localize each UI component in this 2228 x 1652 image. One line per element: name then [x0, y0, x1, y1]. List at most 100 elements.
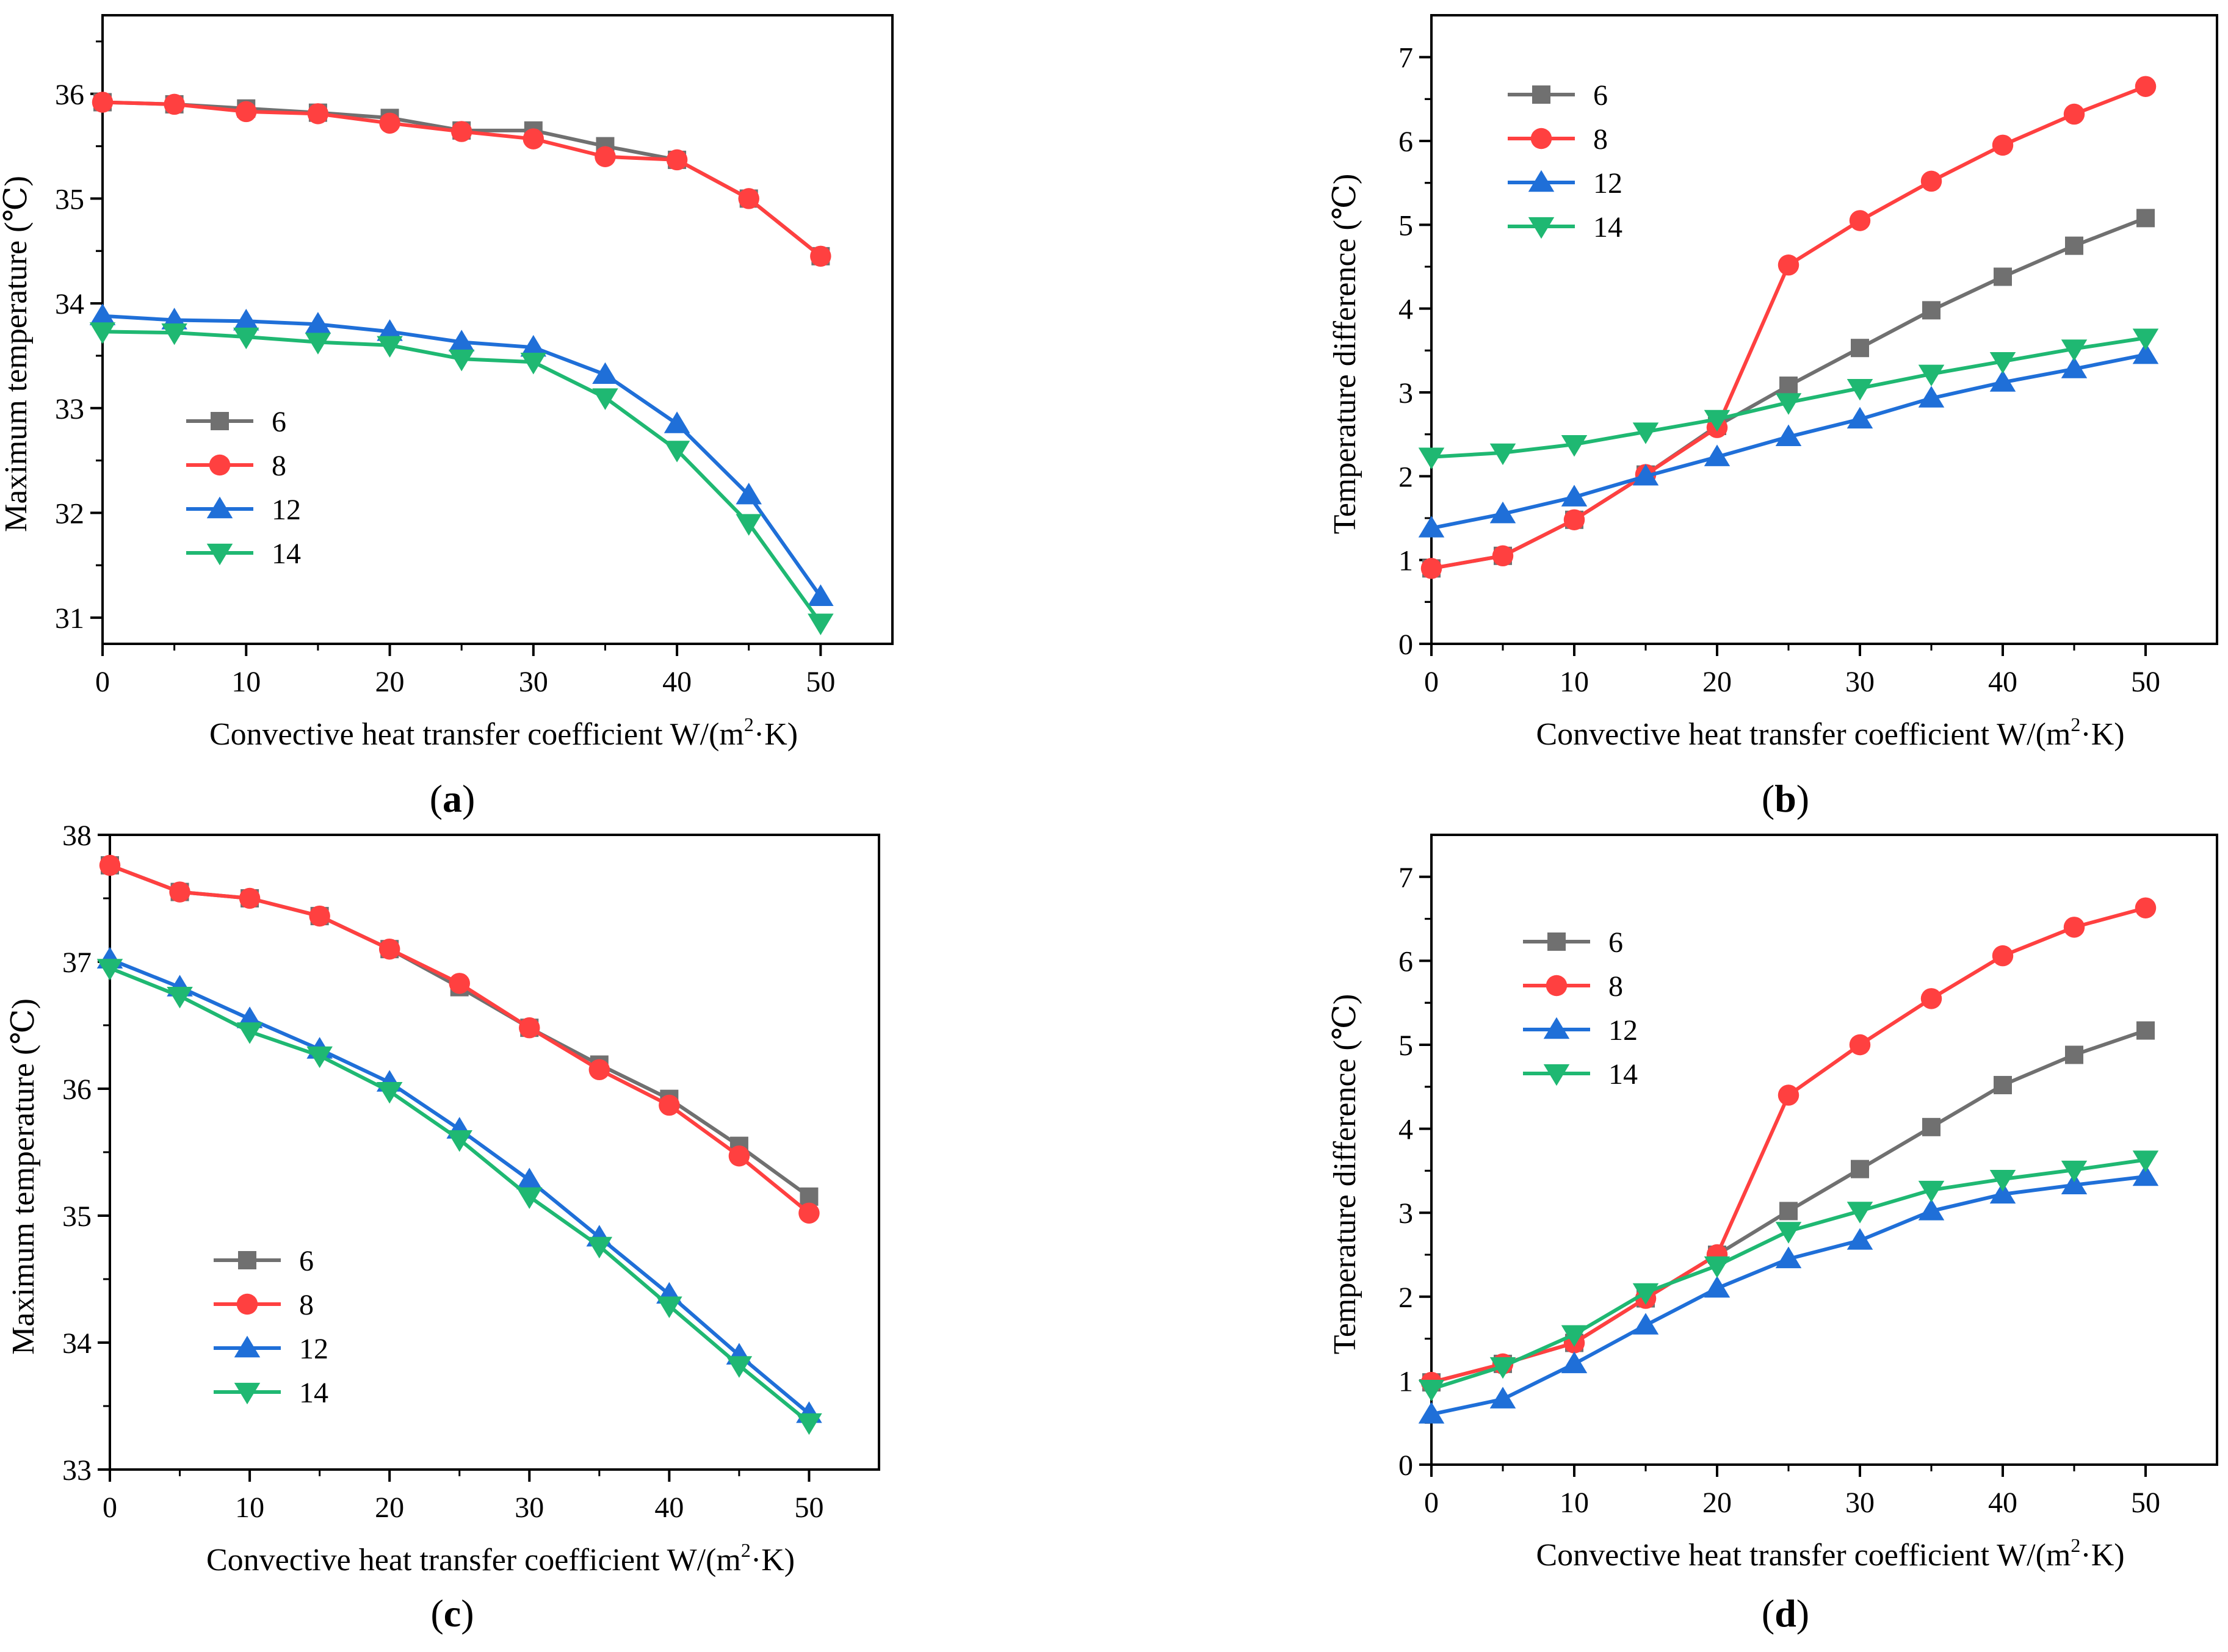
data-point-8 [1992, 134, 2014, 156]
data-point-12 [1775, 424, 1802, 446]
data-point-12 [516, 1167, 543, 1189]
data-point-14 [377, 336, 403, 358]
series-line-12 [109, 958, 811, 1415]
y-axis-title: Maximum temperature (℃) [6, 998, 41, 1355]
data-point-14 [736, 514, 762, 536]
series-line-8 [109, 864, 811, 1215]
data-point-14 [586, 1236, 613, 1259]
x-tick-label: 40 [654, 1491, 684, 1524]
data-point-12 [377, 319, 403, 341]
data-point-8 [728, 1145, 750, 1167]
legend-marker-6 [1532, 85, 1550, 104]
data-point-14 [306, 1046, 333, 1069]
data-point-14 [1489, 1357, 1516, 1379]
data-point-8 [2135, 76, 2157, 97]
data-point-6 [1922, 301, 1940, 320]
x-tick-label: 0 [1424, 1487, 1439, 1519]
data-point-14 [2061, 339, 2088, 361]
chart-panel-a: 0 10 20 30 40 50 31 32 33 34 35 36 Convective heat t… [0, 14, 894, 820]
data-point-14 [236, 1022, 263, 1044]
data-point-14 [1775, 393, 1802, 415]
data-point-8 [309, 905, 330, 927]
data-point-6 [1851, 339, 1869, 358]
legend-label-6: 6 [1608, 926, 1623, 959]
y-tick-label: 35 [62, 1200, 92, 1233]
x-tick-label: 10 [1560, 666, 1589, 698]
data-point-8 [595, 146, 616, 167]
series-14 [89, 322, 834, 635]
y-tick-label: 38 [62, 820, 92, 852]
panel-label: (b) [1762, 777, 1809, 820]
data-point-8 [1920, 170, 1942, 192]
series-6 [1422, 1021, 2155, 1392]
x-tick-label: 20 [375, 1491, 404, 1524]
y-tick-label: 0 [1398, 629, 1413, 661]
legend-marker-12 [1543, 1017, 1570, 1039]
data-point-12 [808, 584, 834, 606]
data-point-8 [236, 101, 257, 123]
y-tick-label: 36 [55, 79, 84, 111]
panel-label-letter: a [443, 777, 462, 820]
data-point-14 [2132, 1150, 2159, 1172]
series-line-14 [109, 966, 811, 1424]
data-point-14 [1918, 1180, 1945, 1203]
x-tick-label: 50 [2131, 1487, 2160, 1519]
data-point-8 [1492, 545, 1514, 567]
data-point-12 [305, 312, 331, 334]
chart-panel-c: 0 10 20 30 40 50 33 34 35 36 37 38 Convective heat t… [6, 820, 880, 1635]
data-point-12 [1918, 386, 1945, 408]
y-tick-label: 4 [1398, 294, 1413, 326]
data-point-8 [379, 112, 400, 134]
panel-label-letter: b [1774, 777, 1796, 820]
y-tick-label: 6 [1398, 945, 1413, 978]
data-point-6 [1994, 267, 2012, 286]
data-point-8 [659, 1094, 680, 1116]
data-point-12 [448, 330, 475, 352]
y-tick-label: 4 [1398, 1114, 1413, 1146]
x-axis-title-end: ·K) [2080, 1538, 2124, 1573]
data-point-14 [664, 441, 690, 463]
x-tick-label: 40 [1988, 1487, 2017, 1519]
data-point-8 [449, 973, 470, 994]
series-14 [1418, 1150, 2159, 1402]
x-tick-label: 0 [103, 1491, 117, 1524]
data-point-14 [305, 333, 331, 355]
y-tick-label: 36 [62, 1073, 92, 1106]
data-point-8 [1420, 558, 1442, 579]
x-tick-label: 10 [1560, 1487, 1589, 1519]
data-point-8 [92, 92, 114, 113]
legend-marker-14 [1543, 1064, 1570, 1086]
data-point-14 [1989, 1169, 2016, 1192]
data-point-8 [1849, 210, 1871, 231]
x-axis-title-end: ·K) [754, 717, 798, 752]
panel-label-close: ) [1796, 1592, 1809, 1635]
x-axis-title-main: Convective heat transfer coefficient W/(… [209, 717, 744, 752]
data-point-14 [520, 353, 547, 375]
data-point-14 [448, 349, 475, 372]
data-point-14 [1561, 435, 1588, 457]
y-tick-label: 2 [1398, 461, 1413, 493]
data-point-14 [1704, 409, 1731, 432]
data-point-14 [446, 1130, 472, 1152]
panel-label: (c) [430, 1592, 474, 1635]
legend-marker-14 [206, 543, 233, 566]
y-tick-label: 0 [1398, 1449, 1413, 1482]
data-point-12 [1561, 485, 1588, 507]
legend-label-8: 8 [1608, 970, 1623, 1003]
legend-marker-8 [1530, 128, 1552, 150]
y-axis-title: Maximum temperature (℃) [0, 176, 34, 532]
data-point-6 [2065, 236, 2083, 255]
x-axis-title-sup: 2 [741, 1539, 751, 1561]
data-point-14 [1632, 1283, 1659, 1305]
data-point-8 [738, 188, 759, 209]
y-tick-label: 6 [1398, 126, 1413, 158]
legend-marker-12 [206, 496, 233, 519]
data-point-12 [736, 482, 762, 505]
y-tick-label: 1 [1398, 545, 1413, 577]
data-point-12 [1918, 1199, 1945, 1221]
series-8 [1420, 897, 2157, 1393]
data-point-8 [2135, 897, 2157, 918]
panel-label-close: ) [461, 1592, 474, 1635]
data-point-6 [1779, 377, 1798, 395]
